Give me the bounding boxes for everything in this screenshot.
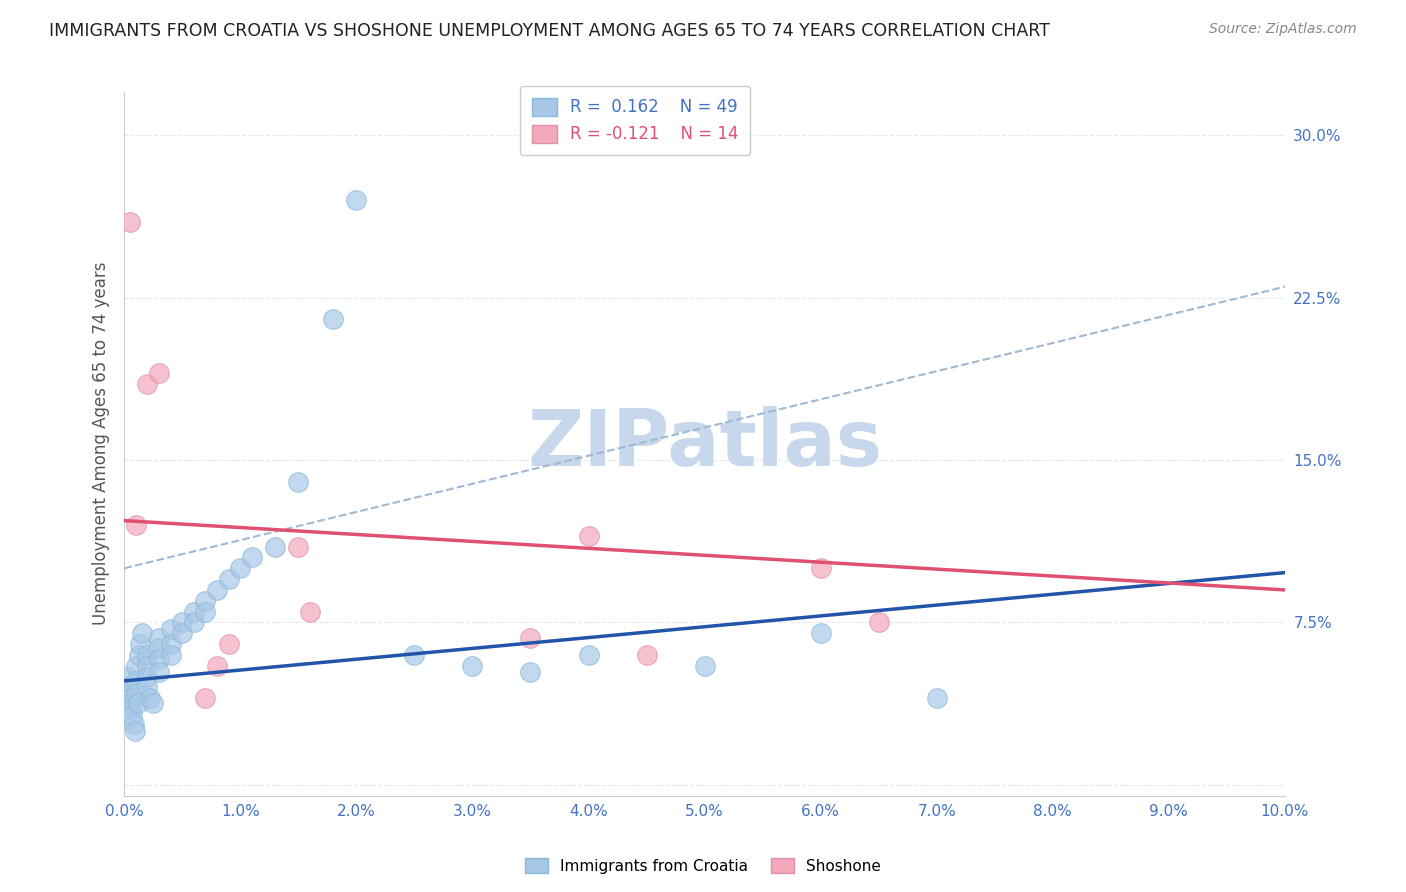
Point (139, 691, 162, 706)
Point (344, 193, 367, 207)
Point (136, 648, 159, 662)
Point (322, 312, 344, 326)
Point (218, 572, 240, 586)
Point (148, 641, 170, 656)
Point (124, 723, 146, 738)
Point (194, 593, 217, 607)
Point (148, 652, 170, 666)
Point (264, 540, 287, 554)
Point (117, 681, 139, 695)
Text: ZIPatlas: ZIPatlas (527, 406, 882, 482)
Point (229, 561, 252, 575)
Point (183, 605, 205, 619)
Point (636, 648, 658, 662)
Point (136, 377, 159, 392)
Point (205, 582, 228, 597)
Legend: Immigrants from Croatia, Shoshone: Immigrants from Croatia, Shoshone (519, 852, 887, 880)
Text: Source: ZipAtlas.com: Source: ZipAtlas.com (1209, 22, 1357, 37)
Point (205, 658, 228, 673)
Point (578, 529, 600, 543)
Point (125, 673, 148, 688)
Point (578, 648, 600, 662)
Point (183, 615, 205, 630)
Point (925, 691, 948, 706)
Point (118, 691, 141, 706)
Point (122, 717, 145, 731)
Point (298, 605, 321, 619)
Point (172, 626, 194, 640)
Y-axis label: Unemployment Among Ages 65 to 74 years: Unemployment Among Ages 65 to 74 years (93, 262, 110, 625)
Point (142, 696, 165, 710)
Point (125, 518, 148, 533)
Point (125, 658, 148, 673)
Point (136, 681, 159, 695)
Point (118, 696, 141, 710)
Point (148, 665, 170, 680)
Point (159, 622, 181, 636)
Point (136, 669, 159, 683)
Point (218, 637, 240, 651)
Point (194, 605, 217, 619)
Point (810, 626, 832, 640)
Point (129, 637, 152, 651)
Point (128, 648, 150, 662)
Point (519, 631, 541, 645)
Point (287, 475, 309, 489)
Point (136, 658, 159, 673)
Point (131, 626, 153, 640)
Point (127, 696, 149, 710)
Point (868, 615, 890, 630)
Legend: R =  0.162    N = 49, R = -0.121    N = 14: R = 0.162 N = 49, R = -0.121 N = 14 (520, 86, 749, 155)
Point (118, 215, 141, 229)
Point (120, 702, 142, 716)
Point (810, 561, 832, 575)
Point (240, 550, 263, 565)
Point (115, 669, 138, 683)
Point (519, 665, 541, 680)
Text: IMMIGRANTS FROM CROATIA VS SHOSHONE UNEMPLOYMENT AMONG AGES 65 TO 74 YEARS CORRE: IMMIGRANTS FROM CROATIA VS SHOSHONE UNEM… (49, 22, 1050, 40)
Point (172, 615, 194, 630)
Point (125, 687, 148, 701)
Point (287, 540, 309, 554)
Point (148, 631, 170, 645)
Point (693, 658, 716, 673)
Point (404, 648, 426, 662)
Point (121, 708, 143, 723)
Point (148, 367, 170, 381)
Point (159, 648, 181, 662)
Point (461, 658, 484, 673)
Point (159, 637, 181, 651)
Point (194, 691, 217, 706)
